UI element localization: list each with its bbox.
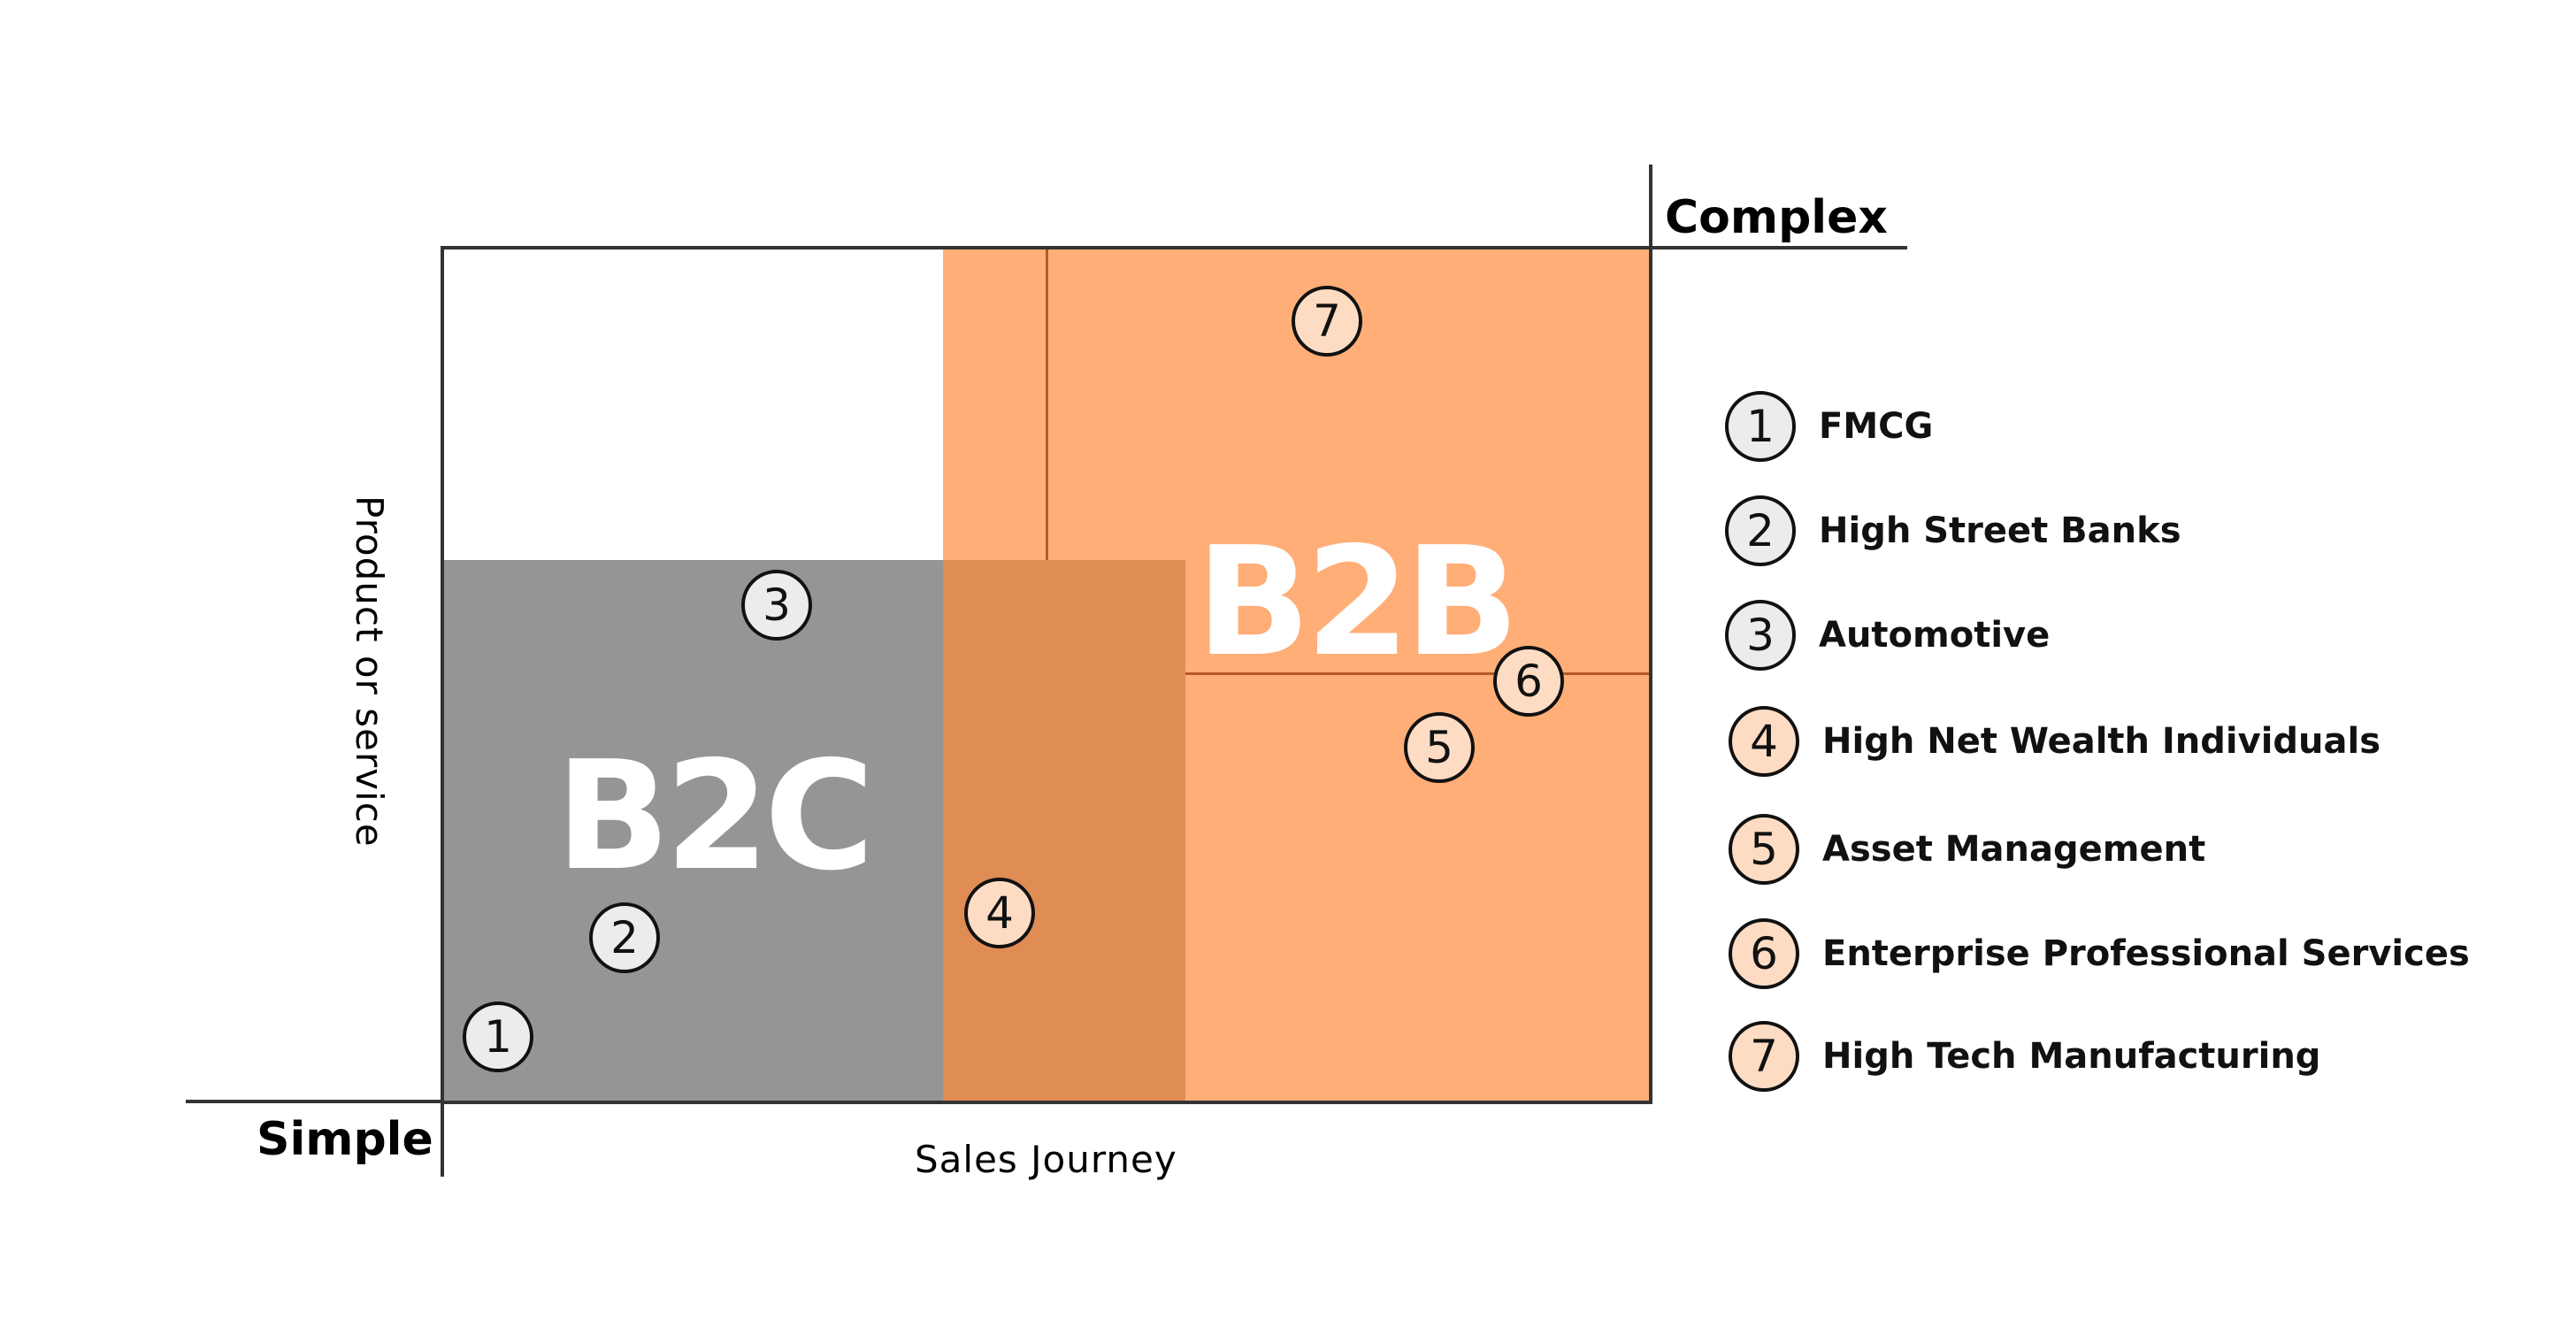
simple-axis-horizontal: [186, 1100, 442, 1103]
legend-label-6: Enterprise Professional Services: [1822, 933, 2470, 974]
marker-4: 4: [964, 878, 1035, 948]
simple-label: Simple: [257, 1113, 433, 1166]
legend-item-2: 2 High Street Banks: [1725, 495, 2181, 566]
marker-5: 5: [1404, 712, 1475, 783]
legend-marker-6: 6: [1729, 918, 1799, 989]
legend-item-6: 6 Enterprise Professional Services: [1729, 918, 2470, 989]
legend-label-7: High Tech Manufacturing: [1822, 1036, 2321, 1077]
simple-axis-vertical: [441, 1102, 444, 1177]
legend-label-2: High Street Banks: [1819, 510, 2181, 551]
legend-marker-2: 2: [1725, 495, 1796, 566]
legend-label-1: FMCG: [1819, 406, 1934, 447]
legend-item-4: 4 High Net Wealth Individuals: [1729, 706, 2380, 777]
legend-label-3: Automotive: [1819, 615, 2051, 656]
legend-marker-7: 7: [1729, 1021, 1799, 1092]
legend-label-5: Asset Management: [1822, 829, 2206, 870]
marker-3: 3: [741, 570, 812, 641]
b2b-divider-horizontal: [1185, 672, 1651, 675]
legend-label-4: High Net Wealth Individuals: [1822, 721, 2381, 762]
b2c-label: B2C: [556, 729, 875, 904]
x-axis-title: Sales Journey: [915, 1138, 1177, 1181]
legend-marker-4: 4: [1729, 706, 1799, 777]
legend-marker-3: 3: [1725, 600, 1796, 671]
legend-item-3: 3 Automotive: [1725, 600, 2050, 671]
marker-2: 2: [589, 902, 660, 973]
legend-item-5: 5 Asset Management: [1729, 814, 2205, 885]
legend-marker-5: 5: [1729, 814, 1799, 885]
marker-7: 7: [1292, 286, 1362, 357]
complex-axis-vertical: [1649, 165, 1652, 248]
overlap-zone: [943, 560, 1185, 1102]
b2b-divider-vertical: [1046, 248, 1048, 560]
complex-axis-horizontal: [1651, 246, 1907, 249]
diagram-frame: [441, 246, 1652, 1104]
b2c-zone: [442, 560, 943, 1102]
y-axis-title: Product or service: [348, 495, 391, 848]
legend-item-7: 7 High Tech Manufacturing: [1729, 1021, 2320, 1092]
complex-label: Complex: [1665, 191, 1888, 244]
b2b-label: B2B: [1196, 515, 1519, 690]
legend-item-1: 1 FMCG: [1725, 391, 1933, 462]
marker-1: 1: [463, 1001, 533, 1072]
marker-6: 6: [1493, 646, 1564, 717]
legend-marker-1: 1: [1725, 391, 1796, 462]
